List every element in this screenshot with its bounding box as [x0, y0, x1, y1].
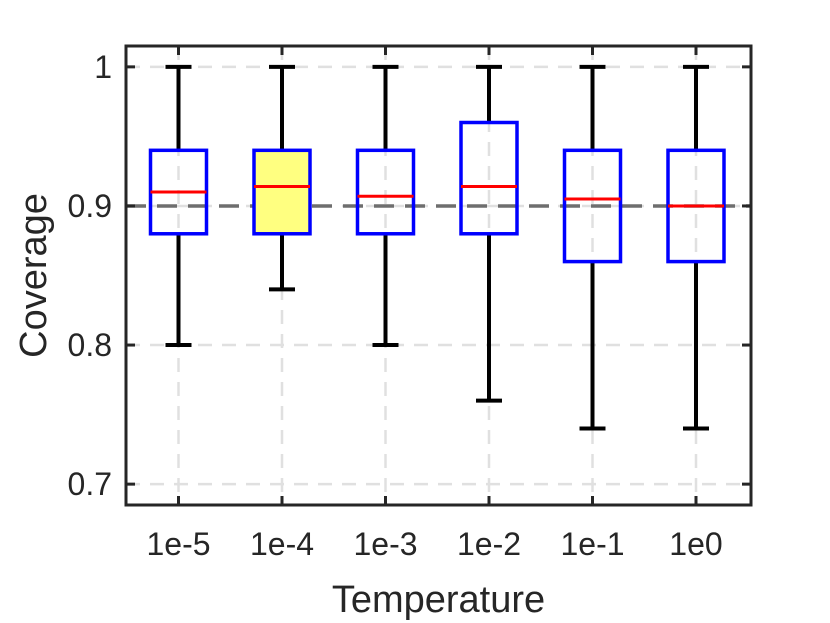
x-tick-label: 1e-2 — [457, 526, 521, 562]
y-tick-label: 1 — [94, 49, 112, 85]
y-axis-label: Coverage — [13, 193, 55, 358]
box-1e-1 — [562, 64, 623, 431]
x-tick-label: 1e-4 — [250, 526, 314, 562]
ticks: 0.7 0.8 0.9 1 1e-5 1e-4 1e-3 1e-2 1e-1 1e0 — [68, 46, 751, 562]
y-tick-label: 0.9 — [68, 188, 112, 224]
iqr-box — [562, 148, 623, 264]
iqr-box — [252, 148, 312, 236]
box-1e-5 — [148, 64, 209, 348]
box-1e-3 — [355, 64, 416, 348]
grid-lines — [126, 46, 751, 505]
x-tick-label: 1e-5 — [146, 526, 210, 562]
y-tick-label: 0.7 — [68, 466, 112, 502]
x-tick-label: 1e-1 — [560, 526, 624, 562]
box-1e-2 — [459, 64, 519, 403]
iqr-box — [459, 120, 519, 236]
y-tick-label: 0.8 — [68, 327, 112, 363]
boxes — [148, 64, 726, 431]
x-axis-label: Temperature — [332, 579, 545, 621]
x-tick-label: 1e-3 — [353, 526, 417, 562]
box-1e-4 — [252, 64, 312, 292]
iqr-box — [355, 148, 416, 236]
box-1e0 — [666, 64, 726, 431]
x-tick-label: 1e0 — [669, 526, 722, 562]
axes-frame — [124, 44, 753, 507]
